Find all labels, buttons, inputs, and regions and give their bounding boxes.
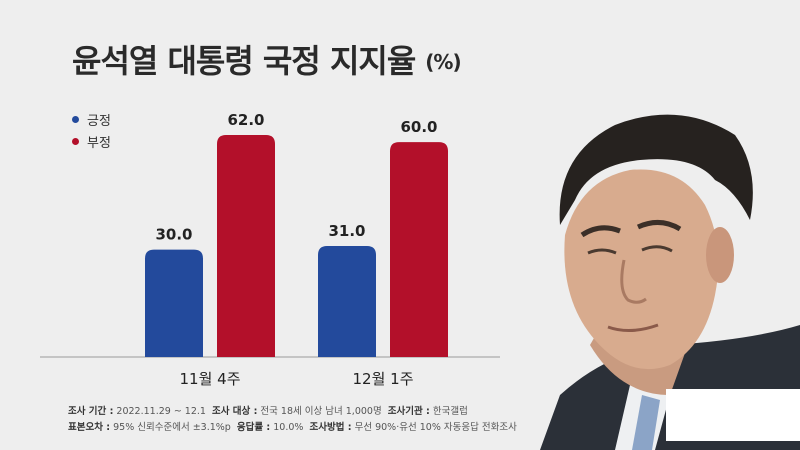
footer-line-2: 표본오차 : 95% 신뢰수준에서 ±3.1%p 응답률 : 10.0% 조사방… [68,420,517,436]
category-label-1: 12월 1주 [353,370,414,388]
legend-dot-negative [72,137,79,145]
chart-title: 윤석열 대통령 국정 지지율 (%) [72,36,462,82]
corner-white-box [666,389,800,441]
bar-positive-0 [145,249,203,357]
data-label-positive-1: 31.0 [328,222,365,240]
footer-label: 조사 대상 : [212,406,258,417]
footer-label: 조사기관 : [387,406,430,417]
footer-value: 2022.11.29 ~ 12.1 [116,406,206,417]
footer-value: 10.0% [273,422,304,433]
footer-value: 95% 신뢰수준에서 ±3.1%p [113,422,231,433]
footer-label: 응답률 : [236,422,271,433]
data-label-negative-0: 62.0 [227,111,264,129]
data-label-negative-1: 60.0 [400,118,437,136]
legend-label-negative: 부정 [87,135,111,151]
legend-label-positive: 긍정 [87,113,111,129]
bar-positive-1 [318,246,376,357]
bar-chart: 30.0 62.0 11월 4주 31.0 60.0 12월 1주 [40,111,500,388]
footer-value: 한국갤럽 [432,406,468,417]
footer-value: 무선 90%·유선 10% 자동응답 전화조사 [354,422,517,433]
survey-footer: 조사 기간 : 2022.11.29 ~ 12.1 조사 대상 : 전국 18세… [68,404,517,436]
footer-label: 조사방법 : [309,422,352,433]
footer-label: 표본오차 : [68,422,111,433]
bar-negative-0 [217,135,275,357]
footer-label: 조사 기간 : [68,406,114,417]
president-portrait-image [540,114,800,450]
footer-line-1: 조사 기간 : 2022.11.29 ~ 12.1 조사 대상 : 전국 18세… [68,404,517,420]
legend-item-negative: 부정 [72,130,111,152]
bar-negative-1 [390,142,448,357]
chart-legend: 긍정 부정 [72,108,111,152]
legend-dot-positive [72,115,79,123]
legend-item-positive: 긍정 [72,108,111,130]
data-label-positive-0: 30.0 [155,226,192,244]
footer-value: 전국 18세 이상 남녀 1,000명 [260,406,382,417]
chart-title-text: 윤석열 대통령 국정 지지율 [72,42,416,80]
category-label-0: 11월 4주 [180,370,241,388]
chart-title-unit: (%) [425,50,461,74]
